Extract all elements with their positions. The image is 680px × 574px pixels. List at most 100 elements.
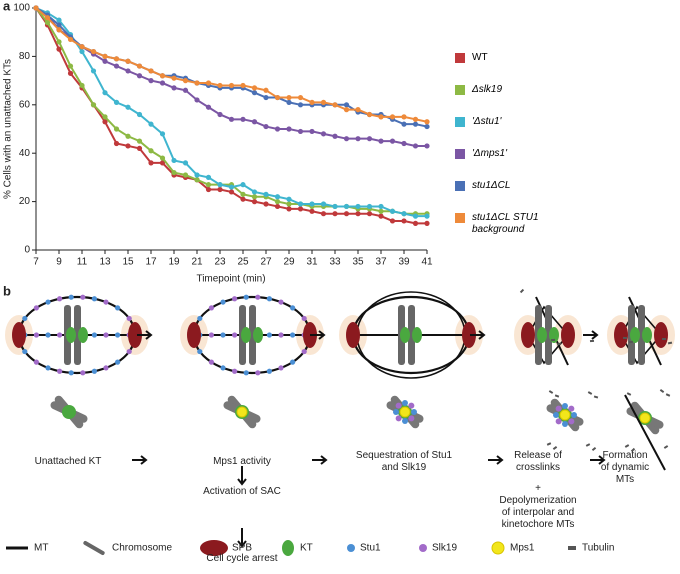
data-point (217, 111, 223, 118)
data-point (33, 5, 39, 11)
data-point (343, 203, 350, 210)
data-point (159, 80, 166, 86)
legend-label: Δslk19 (472, 84, 503, 95)
stu1 (45, 365, 51, 371)
tubulin (585, 443, 591, 447)
y-tick-label: 20 (19, 196, 31, 207)
data-point (56, 22, 62, 28)
tubulin (663, 445, 669, 449)
data-point (205, 80, 212, 86)
data-point (148, 78, 154, 84)
data-point (263, 201, 269, 207)
data-point (182, 172, 189, 178)
data-point (355, 136, 361, 142)
data-point (378, 203, 384, 210)
data-point (228, 189, 235, 195)
tubulin (554, 394, 560, 398)
legend-slk19 (419, 544, 427, 552)
legend-label: 'Δstu1' (472, 116, 502, 127)
data-point (159, 155, 166, 161)
stu1 (197, 348, 203, 355)
slk19 (126, 315, 132, 322)
y-tick-label: 100 (13, 3, 30, 14)
legend-label: stu1ΔCL STU1 background (472, 212, 539, 235)
data-point (67, 70, 74, 76)
slk19 (103, 299, 109, 305)
data-point (159, 160, 166, 166)
slk19 (255, 370, 261, 376)
slk19 (103, 365, 109, 371)
arrow (132, 455, 148, 465)
mps1 (559, 409, 571, 421)
kt (549, 327, 559, 343)
legend-chromosome (83, 541, 105, 555)
slk19 (232, 296, 238, 302)
slk19 (232, 332, 238, 338)
data-point (240, 116, 246, 122)
data-point (148, 68, 154, 74)
data-point (424, 213, 430, 219)
legend-label: WT (472, 52, 488, 63)
data-point (240, 82, 246, 89)
data-point (286, 94, 292, 101)
step-label: Unattached KT (34, 456, 102, 467)
data-point (263, 123, 269, 130)
slk19 (408, 415, 415, 422)
legend-mps1 (491, 541, 505, 555)
arrow (470, 330, 486, 340)
data-point (424, 123, 430, 130)
data-point (424, 220, 430, 226)
mps1 (399, 406, 411, 418)
data-point (378, 138, 384, 144)
data-point (136, 138, 143, 144)
stu1 (243, 370, 249, 376)
chromosome (74, 305, 81, 365)
data-point (389, 114, 396, 120)
data-point (136, 63, 143, 69)
data-point (378, 114, 384, 120)
x-tick-label: 15 (122, 257, 134, 268)
data-point (102, 58, 108, 64)
stu1 (290, 305, 296, 311)
stu1 (22, 315, 28, 322)
legend-label: 'Δmps1' (472, 148, 507, 159)
arrow (312, 455, 328, 465)
stu1 (562, 421, 569, 427)
data-point (274, 194, 281, 200)
data-point (401, 140, 407, 147)
data-point (90, 102, 97, 108)
data-point (412, 143, 419, 149)
data-point (366, 211, 373, 217)
data-point (228, 184, 235, 190)
x-tick-label: 27 (260, 257, 272, 268)
x-tick-label: 33 (329, 257, 341, 268)
data-point (217, 182, 223, 188)
slk19 (568, 418, 575, 425)
data-point (148, 160, 154, 166)
arrow (488, 455, 504, 465)
data-point (309, 99, 315, 105)
data-point (205, 104, 212, 110)
plus: + (535, 483, 541, 494)
data-point (332, 211, 338, 217)
data-point (343, 102, 350, 108)
x-tick-label: 35 (352, 257, 364, 268)
data-point (90, 48, 97, 55)
kt (400, 327, 410, 343)
data-point (205, 182, 212, 188)
data-point (125, 58, 131, 64)
slk19 (33, 359, 40, 365)
stu1 (22, 348, 28, 355)
data-point (251, 90, 258, 96)
x-tick-label: 17 (145, 257, 157, 268)
data-point (251, 85, 258, 91)
data-point (378, 208, 384, 214)
stu1 (401, 400, 408, 407)
data-point (286, 206, 292, 212)
legend-swatch (455, 149, 465, 159)
data-point (217, 82, 223, 89)
data-point (251, 189, 258, 195)
slk19 (80, 294, 86, 300)
data-point (125, 104, 131, 110)
legend-swatch (455, 181, 465, 191)
